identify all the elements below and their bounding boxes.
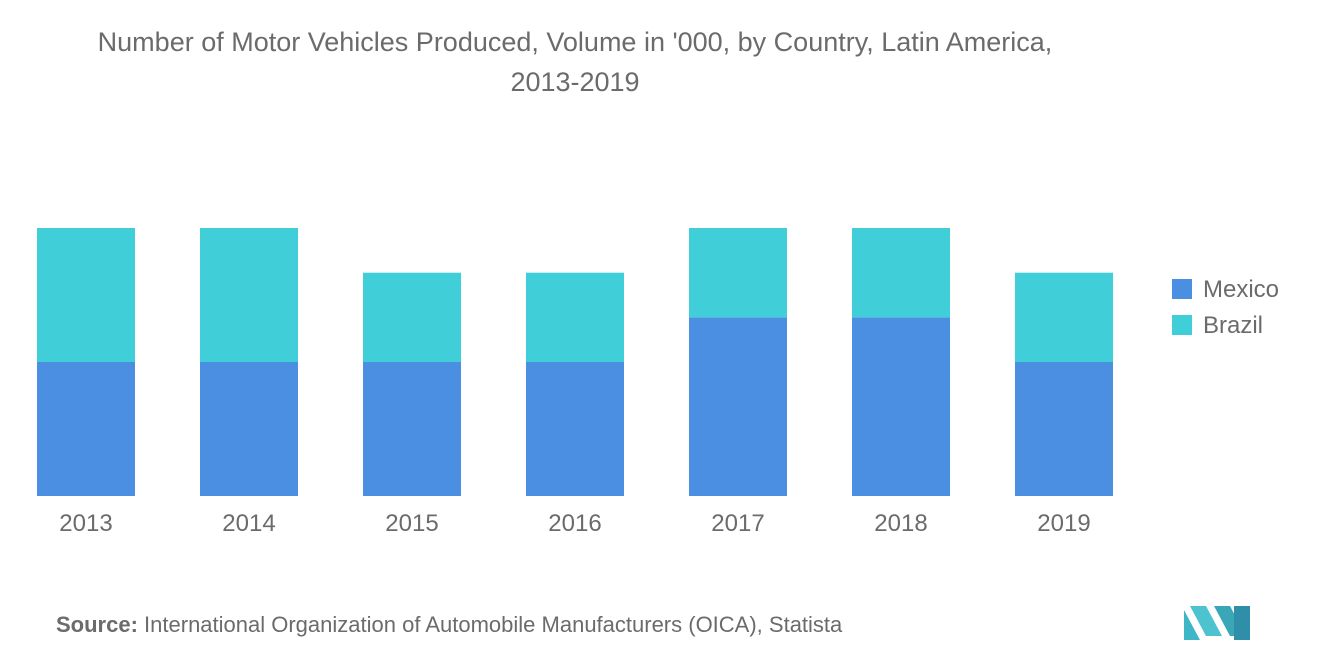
bar-mexico-2017 (689, 317, 787, 496)
bar-mexico-2018 (852, 317, 950, 496)
bar-mexico-2019 (1015, 362, 1113, 496)
bar-brazil-2016 (526, 272, 624, 362)
legend-swatch-brazil (1172, 315, 1192, 335)
legend-label-mexico: Mexico (1203, 276, 1279, 303)
bar-mexico-2013 (37, 362, 135, 496)
legend-swatch-mexico (1172, 279, 1192, 299)
chart-title: Number of Motor Vehicles Produced, Volum… (0, 22, 1150, 102)
stacked-bar-chart: 2013 2014 2015 2016 2017 2018 2019 Mexico Brazil (37, 228, 1279, 537)
x-tick-label-2015: 2015 (385, 510, 438, 537)
bar-brazil-2017 (689, 228, 787, 318)
chart-title-line2: 2013-2019 (510, 67, 640, 97)
bar-brazil-2014 (200, 228, 298, 362)
x-tick-label-2017: 2017 (711, 510, 764, 537)
bar-mexico-2015 (363, 362, 461, 496)
source-label: Source: (56, 612, 138, 637)
x-tick-label-2018: 2018 (874, 510, 927, 537)
mordor-intelligence-logo (1184, 606, 1250, 640)
bar-mexico-2014 (200, 362, 298, 496)
bar-brazil-2015 (363, 272, 461, 362)
source-note: Source: International Organization of Au… (56, 612, 842, 638)
bar-mexico-2016 (526, 362, 624, 496)
bar-brazil-2013 (37, 228, 135, 362)
x-tick-label-2019: 2019 (1037, 510, 1090, 537)
bar-brazil-2019 (1015, 272, 1113, 362)
x-tick-label-2014: 2014 (222, 510, 275, 537)
x-tick-label-2016: 2016 (548, 510, 601, 537)
x-tick-label-2013: 2013 (59, 510, 112, 537)
chart-title-line1: Number of Motor Vehicles Produced, Volum… (97, 27, 1053, 57)
legend-label-brazil: Brazil (1203, 312, 1263, 339)
source-text: International Organization of Automobile… (144, 612, 843, 637)
bar-brazil-2018 (852, 228, 950, 318)
